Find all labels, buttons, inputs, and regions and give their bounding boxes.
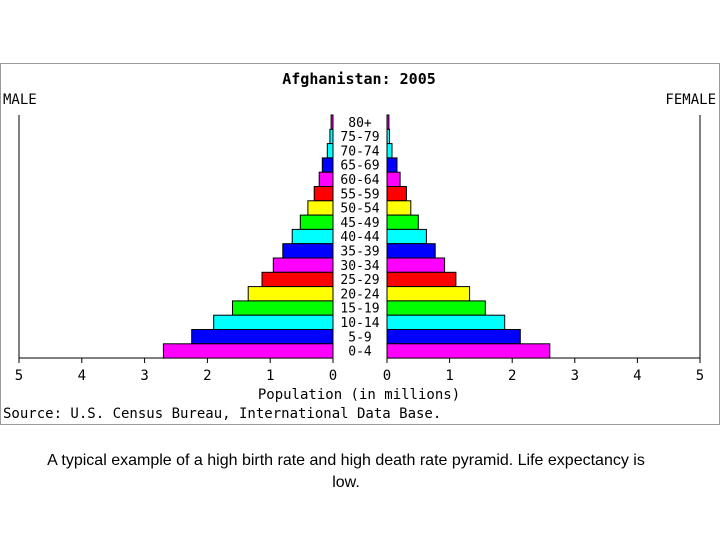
age-label-70-74: 70-74 xyxy=(340,144,379,159)
female-bar-60-64 xyxy=(386,171,401,187)
age-label-30-34: 30-34 xyxy=(340,259,379,274)
male-bar-15-19 xyxy=(232,300,334,316)
male-tick-label: 3 xyxy=(140,368,148,384)
age-label-20-24: 20-24 xyxy=(340,287,379,302)
age-labels-group: 80+75-7970-7465-6960-6455-5950-5445-4940… xyxy=(340,116,379,360)
female-bar-5-9 xyxy=(386,329,521,345)
male-bar-25-29 xyxy=(261,271,334,288)
age-label-0-4: 0-4 xyxy=(348,345,372,360)
male-bar-5-9 xyxy=(191,329,334,345)
male-bar-75-79 xyxy=(329,128,334,145)
female-bar-80+ xyxy=(386,114,390,130)
female-bar-75-79 xyxy=(386,128,390,145)
female-tick-label: 5 xyxy=(696,368,704,384)
age-label-10-14: 10-14 xyxy=(340,316,379,331)
age-label-15-19: 15-19 xyxy=(340,302,379,317)
male-tick-label: 1 xyxy=(266,368,274,384)
male-bar-30-34 xyxy=(272,257,334,273)
male-bar-0-4 xyxy=(162,343,334,359)
bars-group xyxy=(162,114,551,359)
female-tick-label: 3 xyxy=(571,368,579,384)
male-bar-10-14 xyxy=(213,314,334,330)
age-label-50-54: 50-54 xyxy=(340,202,379,217)
male-bar-80+ xyxy=(330,114,334,130)
male-tick-label: 0 xyxy=(329,368,337,384)
female-bar-10-14 xyxy=(386,314,506,330)
male-bar-55-59 xyxy=(313,186,334,202)
age-label-45-49: 45-49 xyxy=(340,216,379,231)
age-label-80+: 80+ xyxy=(348,116,372,131)
caption-text: A typical example of a high birth rate a… xyxy=(47,452,645,491)
female-bar-50-54 xyxy=(386,200,412,216)
age-label-60-64: 60-64 xyxy=(340,173,379,188)
female-bar-35-39 xyxy=(386,243,436,259)
age-label-75-79: 75-79 xyxy=(340,130,379,145)
male-label: MALE xyxy=(3,92,37,108)
female-bar-70-74 xyxy=(386,143,393,159)
male-bar-60-64 xyxy=(318,171,334,187)
female-bar-0-4 xyxy=(386,343,551,359)
male-bar-70-74 xyxy=(326,143,334,159)
age-label-25-29: 25-29 xyxy=(340,273,379,288)
female-bar-25-29 xyxy=(386,271,457,288)
female-tick-label: 1 xyxy=(445,368,453,384)
male-bar-45-49 xyxy=(299,214,334,230)
male-bar-20-24 xyxy=(247,286,334,302)
age-label-40-44: 40-44 xyxy=(340,230,379,245)
female-bar-20-24 xyxy=(386,286,471,302)
population-pyramid-chart: Afghanistan: 2005 MALE FEMALE 80+75-7970… xyxy=(3,70,716,422)
female-bar-15-19 xyxy=(386,300,486,316)
male-tick-label: 2 xyxy=(203,368,211,384)
female-bar-45-49 xyxy=(386,214,419,230)
female-bar-65-69 xyxy=(386,157,398,173)
age-label-55-59: 55-59 xyxy=(340,187,379,202)
chart-title: Afghanistan: 2005 xyxy=(282,70,436,88)
age-label-35-39: 35-39 xyxy=(340,245,379,260)
female-bar-55-59 xyxy=(386,186,407,202)
male-tick-label: 4 xyxy=(78,368,86,384)
female-bar-40-44 xyxy=(386,228,427,245)
male-bar-40-44 xyxy=(291,228,334,245)
male-bar-35-39 xyxy=(282,243,334,259)
female-label: FEMALE xyxy=(665,92,716,108)
male-tick-label: 5 xyxy=(15,368,23,384)
male-bar-65-69 xyxy=(321,157,334,173)
female-tick-label: 4 xyxy=(633,368,641,384)
source-note: Source: U.S. Census Bureau, Internationa… xyxy=(3,406,441,422)
x-axis-label: Population (in millions) xyxy=(258,387,460,403)
age-label-5-9: 5-9 xyxy=(348,330,371,345)
female-tick-label: 2 xyxy=(508,368,516,384)
age-label-65-69: 65-69 xyxy=(340,159,379,174)
male-bar-50-54 xyxy=(307,200,334,216)
population-pyramid-figure: Afghanistan: 2005 MALE FEMALE 80+ 75-79 70… xyxy=(0,63,720,425)
female-bar-30-34 xyxy=(386,257,446,273)
ticks-group: 5 4 3 2 1 0 0 1 2 3 4 5 xyxy=(15,358,704,384)
female-tick-label: 0 xyxy=(383,368,391,384)
